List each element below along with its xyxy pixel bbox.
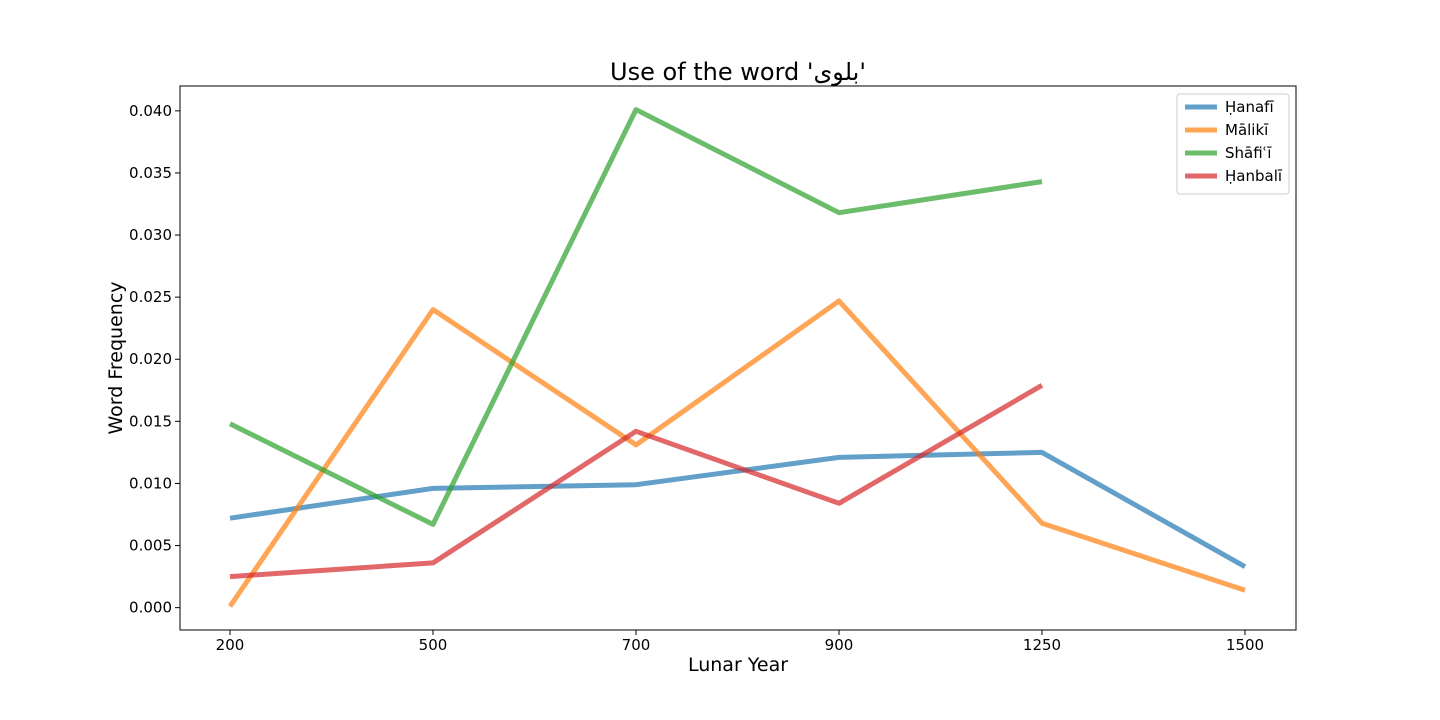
plot-frame (179, 85, 1297, 631)
x-tick-label: 900 (825, 636, 854, 654)
y-tick-label: 0.015 (129, 412, 172, 430)
series-line-2 (227, 298, 1246, 608)
legend-label: Ḥanafī (1225, 98, 1274, 116)
y-tick-label: 0.020 (129, 350, 172, 368)
y-axis-label: Word Frequency (105, 281, 127, 434)
legend: Ḥanafī Mālikī Shāfiʿī Ḥanbalī (1176, 93, 1290, 195)
x-axis-label: Lunar Year (688, 654, 788, 676)
x-tick-label: 700 (622, 636, 651, 654)
y-tick-label: 0.005 (129, 537, 172, 555)
series-line-3 (228, 107, 1043, 527)
series-line-1 (229, 449, 1247, 569)
chart-title: Use of the word 'بلوی' (610, 58, 866, 86)
y-tick-label: 0.035 (129, 164, 172, 182)
y-tick-label: 0.030 (129, 226, 172, 244)
y-axis: 0.000 0.005 0.010 0.015 0.020 0.025 0.030 0.035… (129, 102, 180, 617)
x-tick-label: 1250 (1023, 636, 1061, 654)
x-tick-label: 200 (216, 636, 245, 654)
x-tick-label: 500 (419, 636, 448, 654)
legend-label: Mālikī (1225, 121, 1269, 139)
legend-label: Shāfiʿī (1225, 144, 1272, 162)
y-tick-label: 0.025 (129, 288, 172, 306)
series-line-4 (229, 383, 1044, 580)
series-layer (227, 107, 1247, 608)
y-tick-label: 0.010 (129, 474, 172, 492)
x-axis: 200 500 700 900 1250 1500 (216, 630, 1264, 654)
y-tick-label: 0.040 (129, 102, 172, 120)
y-tick-label: 0.000 (129, 599, 172, 617)
legend-box (1176, 93, 1290, 195)
legend-label: Ḥanbalī (1225, 167, 1283, 185)
x-tick-label: 1500 (1226, 636, 1264, 654)
